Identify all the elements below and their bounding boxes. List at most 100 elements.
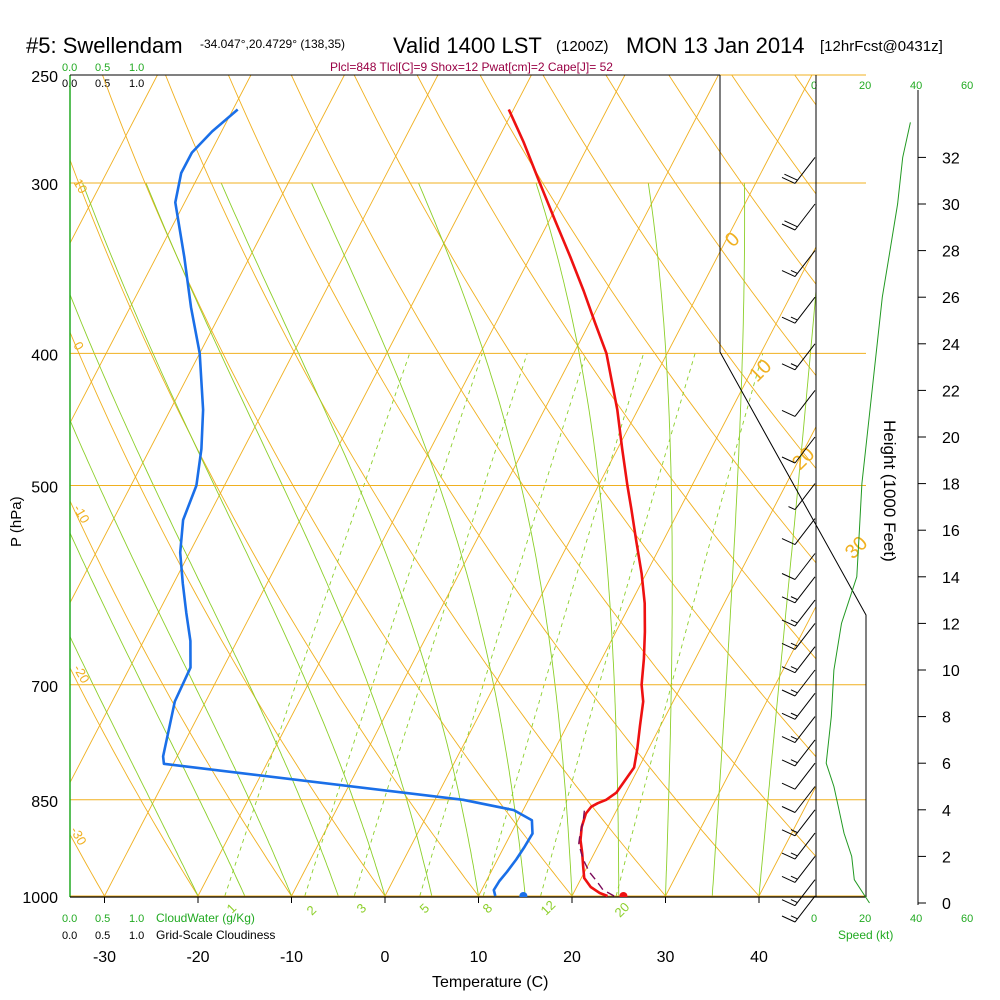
bottom-speed-tick: 60: [961, 913, 973, 925]
wind-barb: [781, 669, 816, 697]
wind-barb-flag: [781, 176, 796, 184]
mixing-ratio-label: 5: [417, 900, 433, 916]
dry-adiabat-line: [921, 75, 1000, 896]
isotherm-line: [70, 75, 252, 424]
wind-barb-flag: [781, 596, 796, 604]
mixing-ratio-label: 3: [354, 900, 370, 916]
mixing-ratio-line: [224, 353, 411, 897]
valid-date: MON 13 Jan 2014: [626, 33, 805, 58]
wind-barb-staff: [794, 832, 816, 860]
top-cloudiness-tick: 0.5: [95, 78, 110, 90]
moist-adiabat-line: [70, 531, 246, 897]
wind-barb-flag: [790, 666, 798, 670]
wind-barb-flag: [781, 456, 796, 464]
bottom-cloudiness-tick: 0.5: [95, 930, 110, 942]
wind-barb-flag: [781, 712, 796, 720]
wind-barb-flag: [781, 829, 796, 837]
mixing-ratio-label: 2: [304, 902, 320, 918]
pressure-tick-label: 400: [31, 347, 58, 364]
temperature-profile-line: [507, 108, 647, 897]
wind-barb-staff: [794, 716, 816, 743]
wind-barb: [781, 390, 816, 417]
dry-adiabat-line: [983, 75, 1000, 896]
bottom-cloudiness-tick: 0.0: [62, 930, 77, 942]
dry-adiabat-line: [70, 499, 292, 897]
bottom-speed-tick: 20: [859, 913, 871, 925]
wind-barb-flag: [781, 642, 796, 650]
dewpoint-profile-line: [161, 108, 534, 897]
wind-barb-staff: [794, 879, 816, 907]
wind-barb-staff: [794, 669, 816, 697]
wind-barb-flag: [781, 223, 796, 231]
height-tick-label: 28: [942, 244, 960, 261]
dry-adiabat-line: [353, 75, 816, 758]
dry-adiabat-line: [70, 666, 199, 897]
dry-adiabat-line: [479, 75, 816, 564]
wind-barb-staff: [794, 203, 816, 231]
surface-temperature-dot: [619, 892, 628, 897]
top-cloudwater-tick: 0.0: [62, 62, 77, 74]
wind-barb: [781, 692, 816, 720]
height-tick-label: 30: [942, 197, 960, 214]
wind-barb-flag: [790, 899, 798, 903]
wind-barb-staff: [794, 646, 816, 674]
dry-adiabat-label: -20: [70, 662, 92, 686]
wind-barb-flag: [781, 363, 796, 371]
wind-barb-flag: [781, 899, 796, 907]
wind-barb-flag: [781, 806, 796, 813]
parcel-path-line: [578, 806, 615, 897]
wind-barb-staff: [794, 599, 816, 627]
wind-barb: [781, 786, 816, 813]
top-cloudwater-tick: 0.5: [95, 62, 110, 74]
isotherm-label: 20: [788, 443, 819, 474]
wind-barb-flag: [790, 689, 798, 694]
wind-barb-staff: [794, 692, 816, 720]
wind-barb-flag: [781, 270, 796, 278]
temperature-tick-label: 0: [381, 949, 390, 966]
temperature-tick-label: 40: [750, 949, 768, 966]
wind-barb: [781, 518, 816, 546]
dry-adiabat-line: [858, 75, 1000, 896]
height-tick-label: 6: [942, 756, 951, 773]
top-cloudiness-tick: 1.0: [129, 78, 144, 90]
wind-barb-flag: [781, 538, 796, 546]
wind-barb-flag: [790, 875, 798, 880]
indices-line: Plcl=848 Tlcl[C]=9 Shox=12 Pwat[cm]=2 Ca…: [330, 60, 613, 74]
wind-barb-flag: [781, 875, 796, 883]
dry-adiabat-label: 10: [70, 176, 90, 196]
height-axis-title: Height (1000 Feet): [880, 420, 899, 562]
isotherm-label: 10: [745, 355, 776, 386]
top-speed-tick: 60: [961, 80, 973, 92]
wind-barb-staff: [794, 623, 816, 650]
wind-barb-staff: [794, 895, 816, 923]
moist-adiabat-line: [647, 182, 673, 897]
bottom-cloudiness-label: Grid-Scale Cloudiness: [156, 928, 275, 942]
wind-barb-staff: [794, 809, 816, 837]
wind-barb-flag: [781, 316, 796, 324]
pressure-tick-label: 250: [31, 69, 58, 86]
bottom-cloudwater-tick: 0.0: [62, 913, 77, 925]
wind-barb-flag: [790, 619, 798, 624]
wind-barb-staff: [794, 739, 816, 767]
wind-barb: [781, 553, 816, 580]
wind-barb-staff: [794, 250, 816, 277]
wind-barb: [781, 762, 816, 790]
mixing-ratio-line: [419, 353, 587, 897]
wind-barb-staff: [794, 576, 816, 604]
isotherm-line: [70, 75, 158, 245]
wind-barb-flag: [790, 596, 798, 601]
moist-adiabat-line: [82, 182, 386, 897]
wind-barb-flag: [781, 915, 796, 923]
wind-barb-flag: [781, 573, 796, 580]
station-title: #5: Swellendam: [26, 33, 183, 58]
moist-adiabat-line: [70, 635, 199, 897]
bottom-speed-tick: 0: [811, 913, 817, 925]
moist-adiabat-line: [145, 182, 433, 897]
moist-adiabat-line: [311, 182, 526, 897]
wind-barb: [781, 832, 816, 860]
dry-adiabat-label: -30: [67, 824, 89, 848]
wind-barb: [788, 483, 816, 511]
y-axis-title: P (hPa): [8, 496, 25, 547]
bottom-cloudwater-tick: 0.5: [95, 913, 110, 925]
